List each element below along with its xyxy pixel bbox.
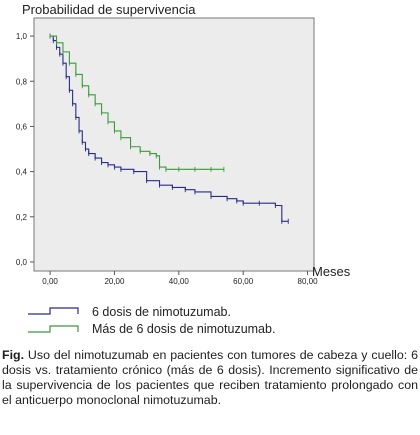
plot-area	[33, 17, 315, 272]
legend-label-series-2: Más de 6 dosis de nimotuzumab.	[92, 322, 276, 336]
y-tick-label: 0,0	[16, 258, 28, 267]
caption-label: Fig.	[2, 348, 25, 362]
x-axis-title: Meses	[312, 264, 351, 279]
x-tick-label: 80,00	[298, 277, 319, 286]
y-tick-label: 0,8	[16, 77, 28, 86]
y-tick-label: 1,0	[16, 32, 28, 41]
caption-text: Uso del nimotuzumab en pacientes con tum…	[2, 348, 418, 407]
legend-item-series-2: Más de 6 dosis de nimotuzumab.	[28, 321, 408, 339]
x-tick-label: 40,00	[169, 277, 190, 286]
x-tick-label: 60,00	[233, 277, 254, 286]
y-tick-label: 0,2	[16, 213, 28, 222]
legend-label-series-1: 6 dosis de nimotuzumab.	[92, 305, 231, 319]
x-tick-label: 20,00	[104, 277, 125, 286]
x-tick-label: 0,00	[42, 277, 58, 286]
legend-swatch-series-2	[28, 325, 79, 333]
y-tick-label: 0,4	[16, 168, 28, 177]
legend-item-series-1: 6 dosis de nimotuzumab.	[28, 304, 408, 322]
figure-caption: Fig. Uso del nimotuzumab en pacientes co…	[2, 348, 418, 408]
y-tick-label: 0,6	[16, 122, 28, 131]
survival-curve-series-2	[50, 35, 224, 170]
legend-swatch-series-1	[28, 307, 79, 315]
legend: 6 dosis de nimotuzumab. Más de 6 dosis d…	[28, 304, 408, 344]
survival-chart: Probabilidad de supervivencia 0,0 0,2 0,4 0…	[16, 2, 351, 286]
y-axis-title: Probabilidad de supervivencia	[22, 2, 196, 17]
